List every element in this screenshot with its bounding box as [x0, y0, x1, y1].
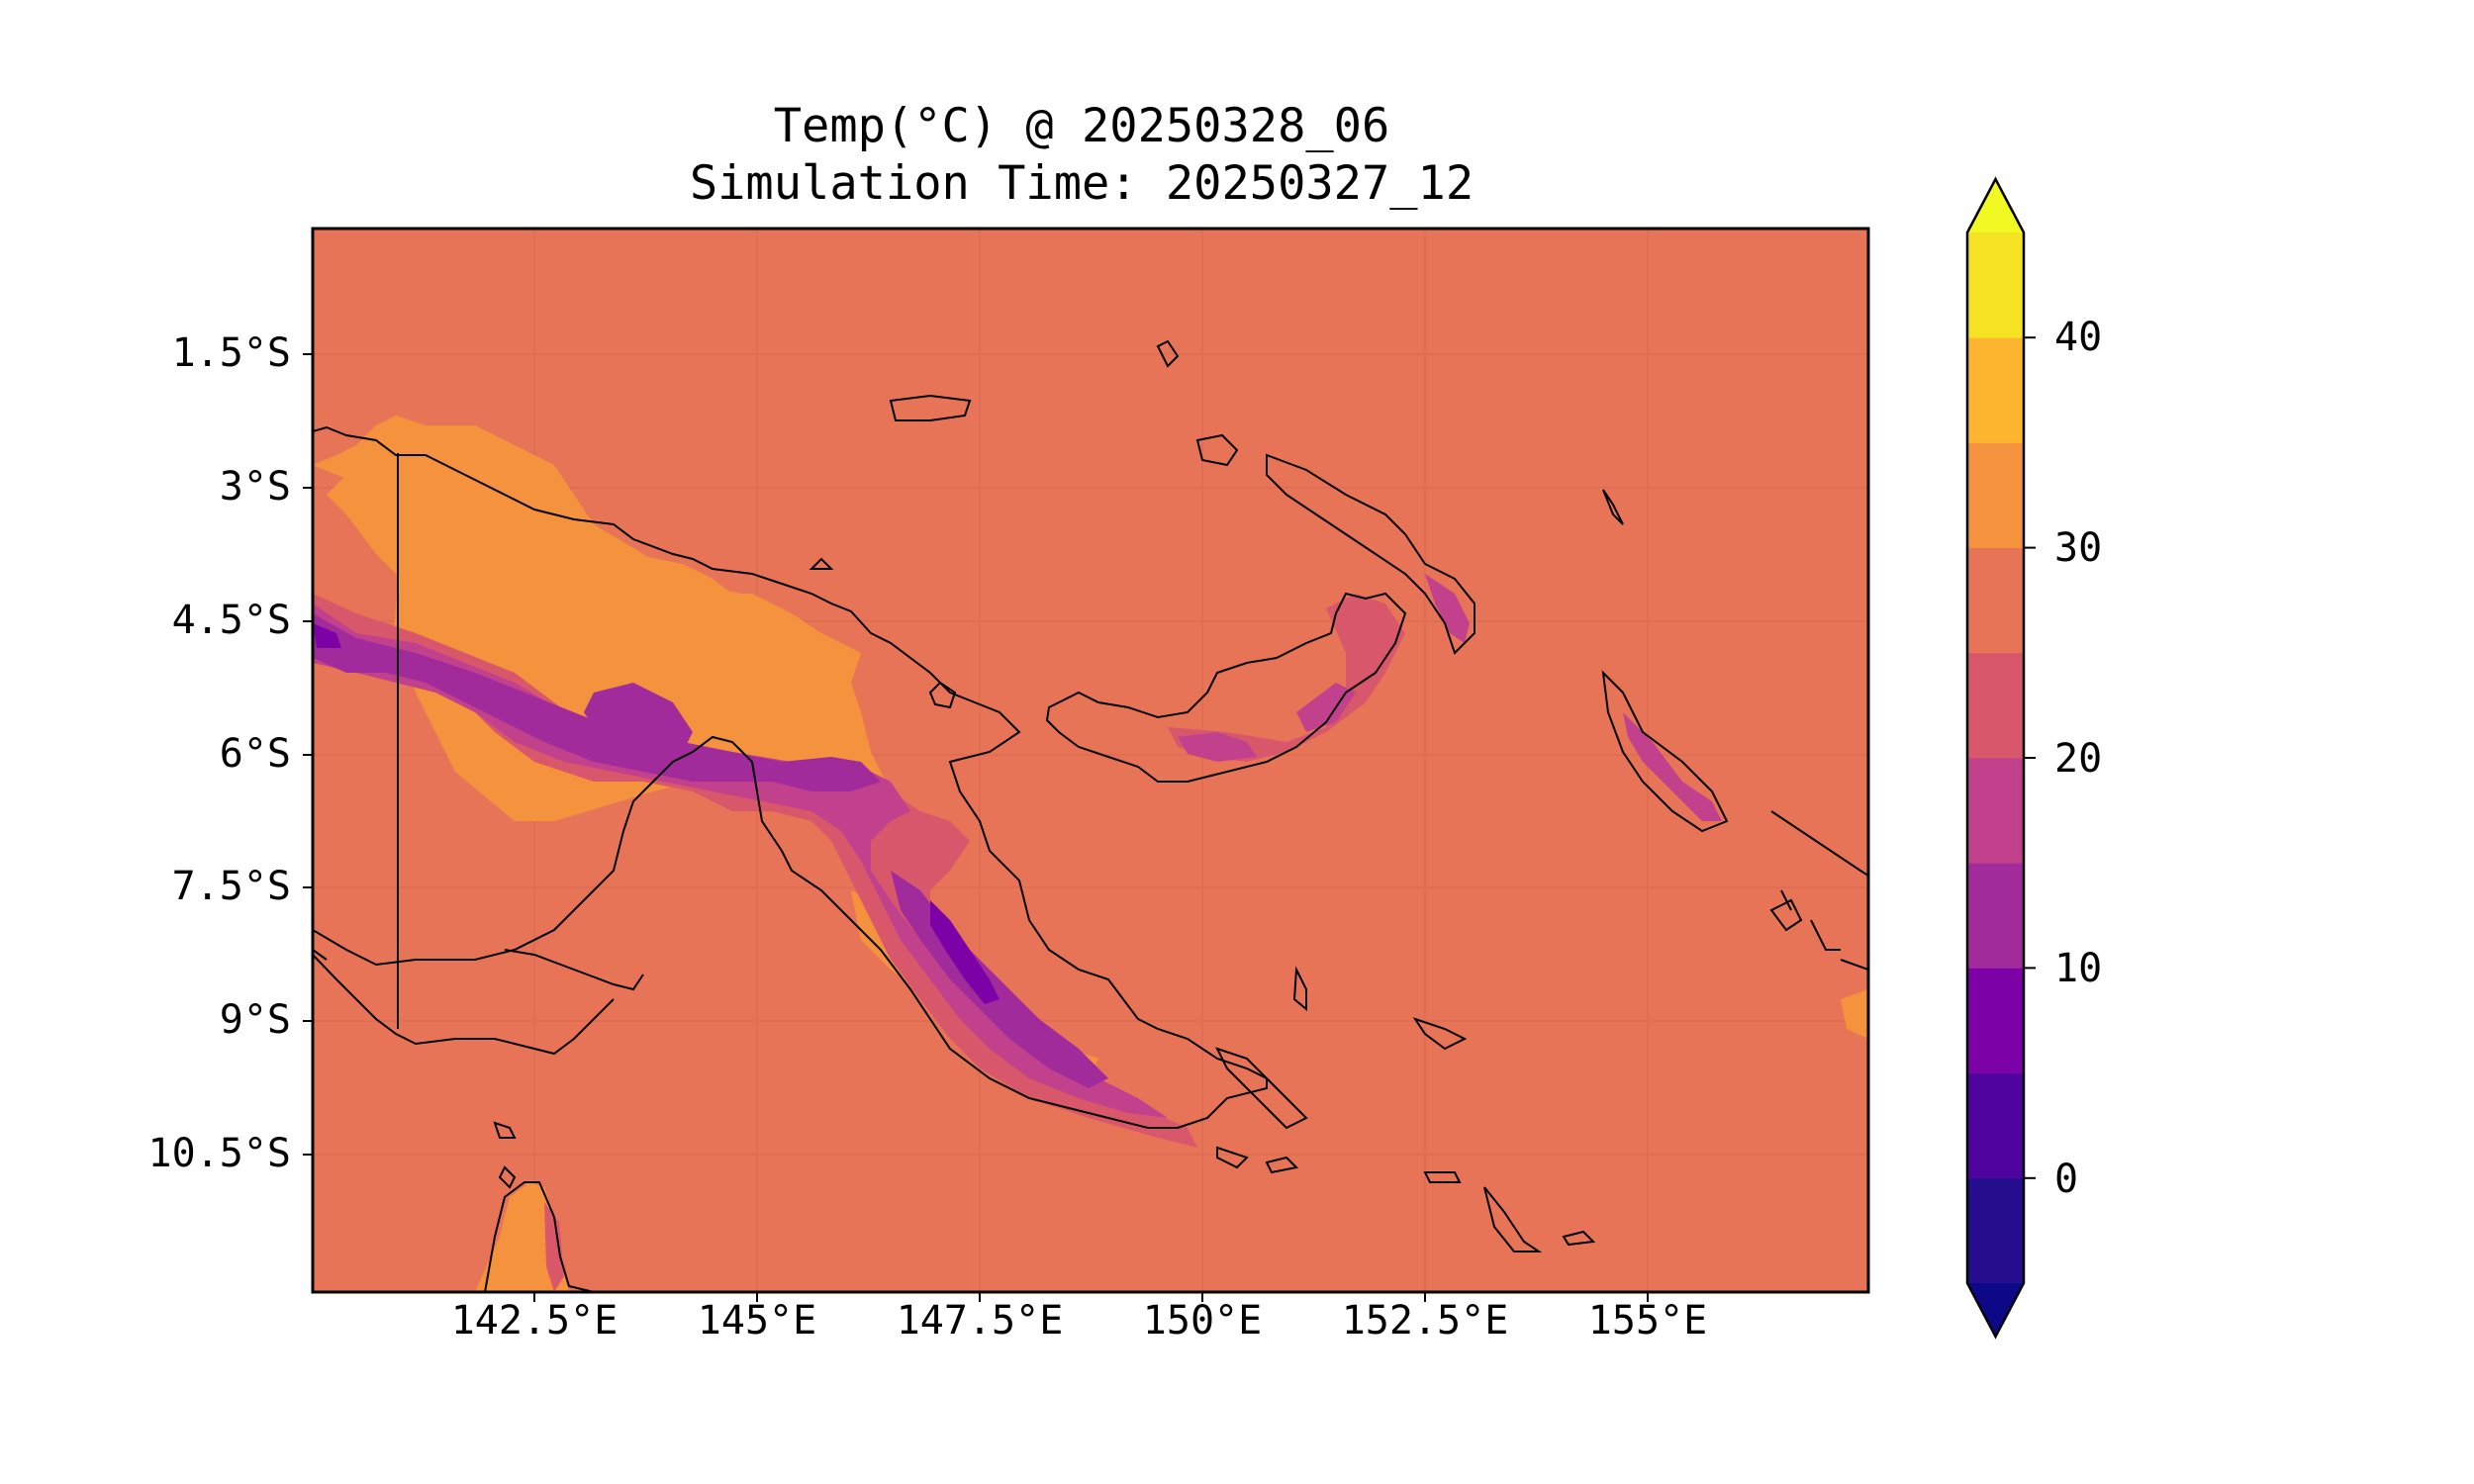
- lat-label-4.5S: 4.5°S: [171, 598, 291, 643]
- colorbar-extend-min: [1967, 1283, 2024, 1337]
- colorbar-segment: [1967, 1072, 2024, 1179]
- new-ireland-land: [1425, 574, 1470, 643]
- colorbar-segment: [1967, 337, 2024, 443]
- colorbar-segment: [1967, 968, 2024, 1074]
- lon-label-145E: 145°E: [697, 1298, 817, 1344]
- colorbar-segment: [1967, 442, 2024, 549]
- new-britain-land: [1168, 594, 1405, 762]
- colorbar-segment: [1967, 652, 2024, 759]
- colorbar-segment: [1967, 863, 2024, 969]
- colorbar-label-20: 20: [2054, 736, 2103, 782]
- map-title: Temp(°C) @ 20250328_06: [773, 99, 1390, 153]
- new-guinea-north-warm: [327, 445, 772, 643]
- lon-label-155E: 155°E: [1587, 1298, 1708, 1344]
- colorbar-segment: [1967, 758, 2024, 864]
- colorbar-label-30: 30: [2054, 525, 2103, 571]
- new-guinea-core-5-10: [313, 623, 341, 648]
- colorbar-segment: [1967, 547, 2024, 654]
- bougainville-land: [1623, 712, 1722, 821]
- lat-label-7.5S: 7.5°S: [171, 864, 291, 909]
- new-britain-core: [1178, 732, 1257, 762]
- new-guinea-core-5-10-b: [930, 900, 999, 1004]
- map-frame: [311, 227, 1870, 1294]
- colorbar-segment: [1967, 1177, 2024, 1284]
- lat-label-6S: 6°S: [219, 731, 291, 777]
- new-britain-core-b: [1296, 683, 1356, 732]
- colorbar-outline: [1965, 176, 2026, 1340]
- colorbar: [1965, 176, 2036, 1340]
- solomon-edge-warm: [1841, 989, 1868, 1039]
- lat-label-9S: 9°S: [219, 997, 291, 1043]
- new-guinea-core-10-15-b: [584, 683, 693, 762]
- lon-label-142.5E: 142.5°E: [450, 1298, 618, 1344]
- lat-tick-marks: [303, 353, 313, 1156]
- colorbar-label-40: 40: [2054, 315, 2103, 360]
- lon-label-147.5E: 147.5°E: [896, 1298, 1064, 1344]
- colorbar-label-0: 0: [2054, 1157, 2079, 1202]
- lat-label-1.5S: 1.5°S: [171, 330, 291, 376]
- lon-label-150E: 150°E: [1142, 1298, 1263, 1344]
- new-guinea-core-10-15: [313, 613, 881, 791]
- map-subtitle: Simulation Time: 20250327_12: [689, 156, 1475, 211]
- cape-york-core: [544, 1202, 564, 1292]
- coastlines: [313, 339, 1868, 1292]
- colorbar-segment: [1967, 232, 2024, 338]
- lon-label-152.5E: 152.5°E: [1341, 1298, 1509, 1344]
- lon-tick-marks: [533, 1292, 1649, 1302]
- colorbar-label-10: 10: [2054, 946, 2103, 991]
- lat-label-3S: 3°S: [219, 464, 291, 510]
- lat-label-10.5S: 10.5°S: [147, 1131, 292, 1176]
- colorbar-extend-max: [1967, 179, 2024, 232]
